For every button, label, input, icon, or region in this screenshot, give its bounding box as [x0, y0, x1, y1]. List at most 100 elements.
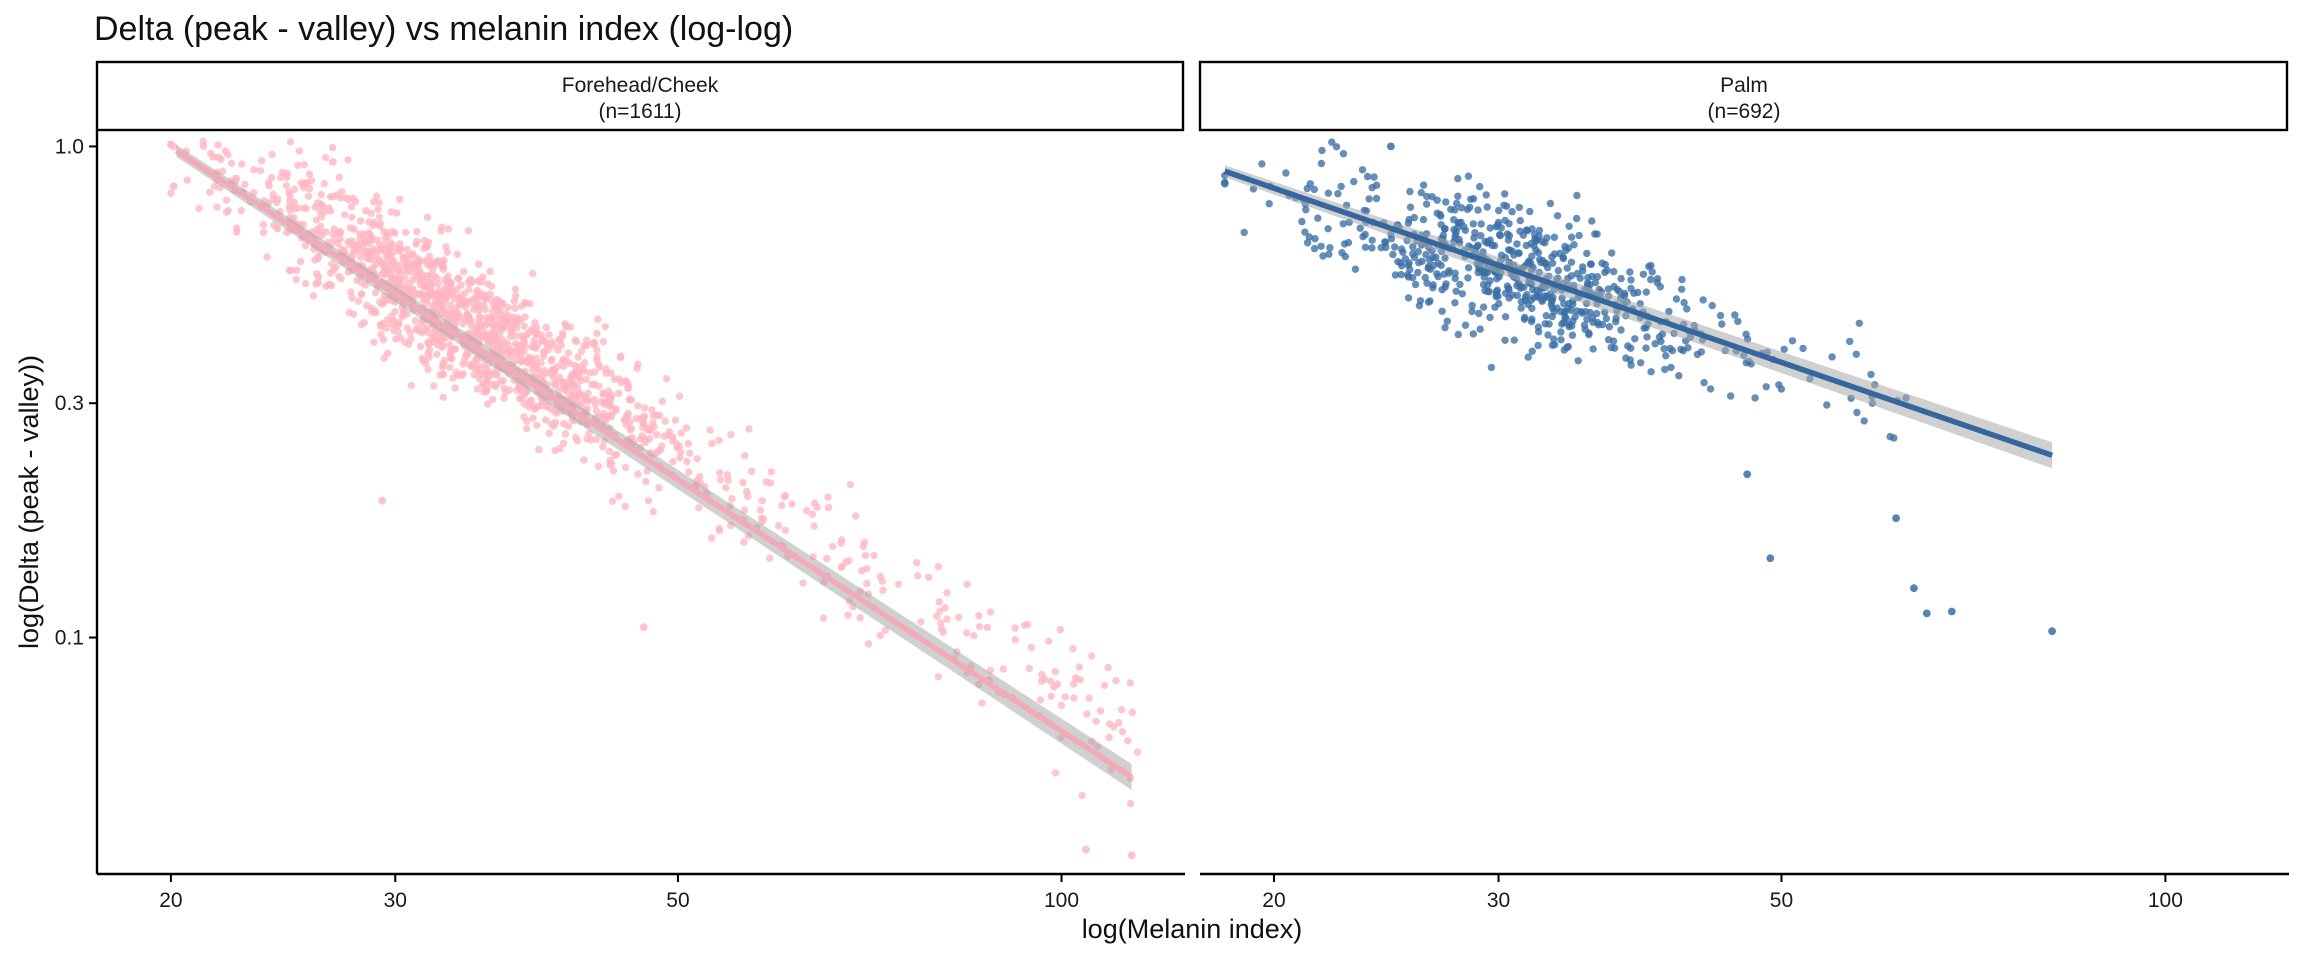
data-point	[1534, 323, 1543, 331]
data-point	[372, 250, 380, 258]
data-point	[934, 562, 943, 571]
data-point	[357, 247, 365, 255]
data-point	[1527, 259, 1535, 268]
data-point	[1604, 285, 1613, 293]
data-point	[1601, 260, 1610, 269]
data-point	[559, 332, 567, 340]
data-point	[1501, 313, 1510, 321]
data-point	[1706, 385, 1715, 393]
data-point	[1477, 232, 1485, 240]
data-point	[516, 386, 524, 394]
data-point	[304, 192, 313, 200]
data-point	[1680, 298, 1688, 307]
data-point	[591, 400, 599, 409]
data-point	[295, 147, 304, 155]
data-point	[505, 350, 513, 358]
data-point	[475, 260, 483, 268]
fit-line	[1223, 168, 2053, 458]
data-point	[222, 196, 231, 204]
data-point	[1602, 314, 1611, 323]
strip-label-forehead-cheek: Forehead/Cheek	[562, 74, 719, 97]
data-point	[1532, 246, 1540, 254]
data-point	[756, 506, 765, 514]
data-point	[1684, 344, 1692, 352]
x-tick-label: 100	[2148, 889, 2183, 912]
data-point	[493, 320, 501, 328]
data-point	[1910, 584, 1918, 593]
data-point	[1570, 241, 1578, 249]
data-point	[837, 539, 845, 547]
data-point	[1573, 269, 1582, 278]
data-point	[293, 266, 301, 274]
data-point	[545, 429, 553, 437]
data-point	[1528, 315, 1536, 323]
data-point	[452, 368, 460, 376]
x-tick-label: 20	[159, 889, 182, 912]
data-point	[943, 615, 951, 623]
data-point	[941, 604, 949, 612]
data-point	[444, 291, 452, 299]
data-point	[286, 138, 295, 146]
data-point	[1301, 228, 1309, 236]
data-point	[894, 580, 903, 588]
data-point	[1463, 205, 1472, 214]
data-point	[292, 275, 300, 284]
data-point	[1438, 307, 1446, 315]
data-point	[1305, 233, 1313, 241]
data-point	[856, 614, 864, 622]
panel-forehead-cheek: Forehead/Cheek (n=1611) 20 30 50 100 0.1 0.3…	[55, 60, 1185, 912]
data-point	[1406, 187, 1414, 196]
data-point	[1585, 330, 1593, 339]
data-point	[1501, 336, 1509, 344]
data-point	[1922, 609, 1931, 618]
data-point	[357, 290, 366, 298]
data-point	[1051, 667, 1060, 676]
x-tick-label: 50	[1770, 889, 1793, 912]
data-point	[1678, 275, 1686, 284]
data-point	[1469, 330, 1478, 338]
data-point	[520, 322, 528, 330]
data-point	[402, 228, 410, 237]
data-point	[1356, 224, 1364, 232]
data-point	[1535, 226, 1544, 235]
data-point	[1282, 169, 1290, 177]
data-point	[1557, 328, 1565, 336]
data-point	[573, 370, 581, 378]
data-point	[934, 673, 942, 681]
data-point	[943, 589, 951, 597]
data-point	[708, 439, 716, 448]
chart-title: Delta (peak - valley) vs melanin index (…	[94, 10, 793, 48]
data-point	[1569, 317, 1577, 325]
data-point	[1647, 275, 1655, 284]
data-point	[380, 354, 388, 362]
data-point	[596, 363, 604, 371]
data-point	[464, 226, 473, 235]
data-point	[1417, 188, 1426, 197]
data-point	[838, 563, 846, 571]
data-point	[1482, 191, 1490, 199]
data-point	[724, 476, 732, 484]
data-point	[716, 476, 725, 484]
y-tick-label: 0.1	[55, 627, 84, 650]
data-point	[913, 559, 921, 567]
data-point	[1493, 275, 1501, 283]
data-point	[602, 365, 610, 373]
data-point	[1133, 748, 1142, 756]
data-point	[1565, 322, 1573, 331]
data-point	[740, 538, 748, 546]
data-point	[1454, 223, 1462, 231]
data-point	[585, 396, 593, 404]
data-point	[305, 170, 314, 178]
data-point	[314, 273, 323, 281]
data-point	[510, 319, 518, 327]
data-point	[1527, 239, 1535, 248]
data-point	[1727, 392, 1735, 400]
data-point	[1397, 270, 1405, 279]
data-point	[328, 143, 337, 152]
data-point	[914, 572, 922, 580]
data-point	[1477, 220, 1485, 228]
data-point	[565, 359, 574, 367]
data-point	[1662, 352, 1670, 360]
data-point	[1124, 737, 1132, 745]
data-point	[282, 182, 291, 190]
